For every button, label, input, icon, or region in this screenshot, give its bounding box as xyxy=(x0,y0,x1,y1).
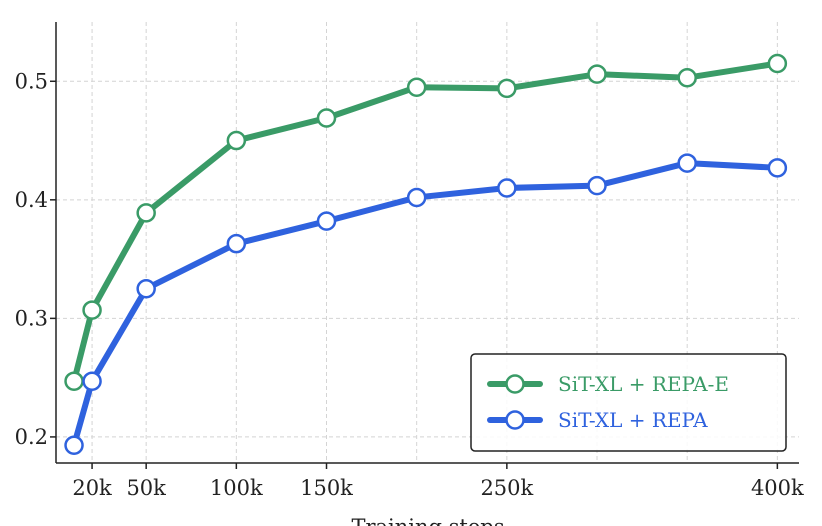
x-tick-label: 100k xyxy=(210,476,263,500)
data-point xyxy=(677,67,697,88)
series-line xyxy=(71,160,781,449)
data-point xyxy=(82,300,102,320)
data-point xyxy=(226,130,247,151)
legend-label: SiT-XL + REPA xyxy=(558,408,708,432)
series xyxy=(64,53,788,455)
data-point xyxy=(64,435,84,455)
y-tick-label: 0.3 xyxy=(15,306,48,330)
data-point xyxy=(497,178,517,198)
legend-label: SiT-XL + REPA-E xyxy=(558,372,729,396)
data-point xyxy=(767,158,788,178)
data-point xyxy=(406,187,427,208)
data-point xyxy=(226,233,247,254)
data-point xyxy=(767,53,788,74)
legend-box xyxy=(470,353,787,452)
series-line xyxy=(71,60,781,385)
x-tick-label: 50k xyxy=(126,476,166,500)
y-tick-label: 0.2 xyxy=(15,425,48,449)
data-point xyxy=(677,153,697,173)
x-tick-label: 400k xyxy=(751,476,804,500)
data-point xyxy=(497,78,517,99)
data-point xyxy=(64,371,84,391)
data-point xyxy=(406,77,427,97)
data-point xyxy=(587,175,607,196)
data-point xyxy=(316,108,337,128)
ticks: 0.2 0.3 0.4 0.5 20k 50k 100k 150k 250k 400k xyxy=(15,69,804,500)
x-axis-title: Training steps xyxy=(351,515,504,526)
x-tick-label: 150k xyxy=(300,476,353,500)
x-tick-label: 250k xyxy=(480,476,533,500)
data-point xyxy=(136,203,156,223)
legend: SiT-XL + REPA-E SiT-XL + REPA xyxy=(470,353,787,452)
data-point xyxy=(587,64,607,84)
legend-marker xyxy=(505,410,525,430)
y-tick-label: 0.5 xyxy=(15,69,48,93)
legend-marker xyxy=(505,374,525,394)
y-tick-label: 0.4 xyxy=(15,188,48,212)
data-point xyxy=(316,211,337,231)
x-tick-label: 20k xyxy=(72,476,112,500)
axes xyxy=(55,22,799,464)
data-point xyxy=(82,371,102,391)
data-point xyxy=(136,278,156,299)
